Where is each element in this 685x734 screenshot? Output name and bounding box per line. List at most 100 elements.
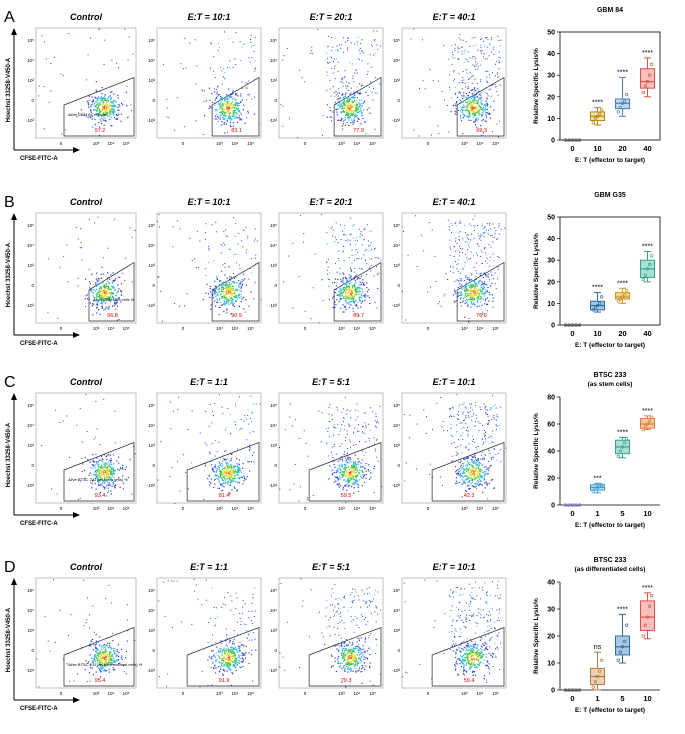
- y-tick-label: 80: [547, 395, 555, 402]
- y-tick-label: 20: [547, 94, 555, 101]
- data-point: [650, 62, 654, 67]
- y-tick-label: 0: [551, 688, 555, 695]
- x-tick-label: 10⁵: [492, 691, 499, 696]
- x-tick-label: 40: [643, 329, 651, 338]
- y-tick-label: 10⁴: [270, 243, 277, 248]
- x-axis-label: CFSE-FITC-A: [20, 706, 58, 712]
- y-arrowhead: [11, 213, 17, 220]
- chart-xlabel: E: T (effector to target): [575, 707, 645, 714]
- y-tick-label: 10: [547, 116, 555, 123]
- flow-plot-title: Control: [70, 12, 102, 22]
- flow-plot-title: E:T = 10:1: [433, 377, 476, 387]
- box-plot: GBM 84 0 10 20 30 40 50 Relative Specific Lysis…: [533, 7, 661, 164]
- y-tick-label: 10⁴: [27, 243, 34, 248]
- data-point: [597, 301, 602, 306]
- x-tick-label: 0: [304, 506, 307, 511]
- gate-value: 90.9: [231, 313, 242, 319]
- flow-plot-title: E:T = 20:1: [310, 197, 353, 207]
- box-10: **** 10: [640, 585, 655, 703]
- y-tick-label: 10⁴: [270, 58, 277, 63]
- x-tick-label: 10⁴: [477, 141, 484, 146]
- x-tick-label: 10⁵: [123, 691, 130, 696]
- y-tick-label: 60: [547, 422, 555, 429]
- data-point: [641, 277, 645, 282]
- x-tick-label: 10⁵: [247, 506, 254, 511]
- data-point: [645, 80, 650, 84]
- data-point: [643, 425, 648, 429]
- y-tick-label: 0: [397, 648, 400, 653]
- flow-plot-frame: [156, 27, 262, 139]
- significance-label: ****: [617, 69, 628, 76]
- y-tick-label: -10³: [147, 118, 156, 123]
- y-tick-label: 10³: [270, 263, 277, 268]
- y-tick-label: 10³: [393, 628, 400, 633]
- gate: [431, 441, 505, 502]
- y-tick-label: 10³: [27, 443, 34, 448]
- y-tick-label: 0: [397, 98, 400, 103]
- data-point: [641, 427, 645, 432]
- y-arrowhead: [11, 28, 17, 35]
- y-tick-label: 10³: [148, 78, 155, 83]
- y-tick-label: 0: [31, 463, 34, 468]
- x-tick-label: 0: [427, 326, 430, 331]
- panel-letter: D: [4, 559, 16, 576]
- flow-plot-title: E:T = 5:1: [312, 562, 350, 572]
- panel-letter: C: [4, 374, 16, 391]
- flow-plot: E:T = 40:1 10⁵ 10⁴ 10³ 0 -10³ 0 10³ 10⁴ 10⁵ 69.3: [392, 12, 507, 146]
- x-tick-label: 10⁴: [232, 141, 239, 146]
- box-0: 0: [563, 503, 582, 518]
- cell-dots: [402, 579, 502, 684]
- chart-xlabel: E: T (effector to target): [575, 342, 645, 349]
- y-tick-label: 10⁵: [27, 403, 34, 408]
- box-1: *** 1: [590, 475, 605, 518]
- chart-subtitle: (as stem cells): [588, 381, 633, 388]
- y-tick-label: 10³: [270, 628, 277, 633]
- data-point: [650, 415, 654, 419]
- cell-dots: [280, 29, 381, 139]
- gate-value: 79.3: [341, 678, 352, 684]
- data-point: [591, 121, 595, 125]
- data-point: [625, 92, 629, 97]
- x-axis-label: CFSE-FITC-A: [20, 156, 58, 162]
- data-point: [643, 84, 648, 88]
- y-tick-label: 20: [547, 476, 555, 483]
- y-tick-label: 0: [397, 283, 400, 288]
- cell-dots: [404, 394, 507, 500]
- chart-title: BTSC 233: [594, 557, 627, 564]
- x-tick-label: 10⁴: [477, 506, 484, 511]
- y-tick-label: 20: [547, 279, 555, 286]
- x-tick-label: 10⁴: [354, 326, 361, 331]
- y-tick-label: 10: [547, 301, 555, 308]
- x-tick-label: 10⁵: [123, 326, 130, 331]
- y-tick-label: 10³: [27, 628, 34, 633]
- x-tick-label: 10⁴: [108, 141, 115, 146]
- x-arrowhead: [73, 332, 80, 338]
- gate-value: 93.4: [95, 493, 106, 499]
- data-point: [595, 303, 600, 308]
- data-point: [616, 454, 620, 459]
- box-plot: BTSC 233(as differentiated cells)0102030…: [533, 557, 660, 714]
- y-tick-label: 20: [547, 634, 555, 641]
- x-tick-label: 0: [427, 141, 430, 146]
- flow-plot: E:T = 1:1 10⁵ 10⁴ 10³ 0 -10³ 0 10³ 10⁴ 10⁵ 81.4: [147, 377, 262, 511]
- y-tick-label: -10³: [269, 118, 278, 123]
- y-tick-label: 0: [152, 463, 155, 468]
- flow-plot-title: E:T = 40:1: [433, 197, 476, 207]
- panel-C: C Control 10⁵ 10⁴ 10³ 0 -10³ 0 10³ 10⁴ 10⁵ 93.4 Aliv…: [4, 372, 660, 529]
- data-point: [647, 604, 652, 608]
- flow-plot-frame: [401, 27, 507, 139]
- x-tick-label: 0: [182, 326, 185, 331]
- data-point: [622, 99, 627, 103]
- y-tick-label: 10³: [393, 263, 400, 268]
- x-tick-label: 10³: [338, 141, 345, 146]
- data-point: [593, 116, 598, 121]
- y-tick-label: 50: [547, 30, 555, 37]
- x-tick-label: 10⁴: [108, 691, 115, 696]
- significance-label: ****: [592, 100, 603, 107]
- x-tick-label: 10³: [338, 326, 345, 331]
- y-tick-label: 10⁵: [270, 403, 277, 408]
- x-arrowhead: [73, 147, 80, 153]
- x-tick-label: 10³: [93, 141, 100, 146]
- data-point: [567, 688, 571, 692]
- chart-title: GBM G35: [594, 192, 626, 199]
